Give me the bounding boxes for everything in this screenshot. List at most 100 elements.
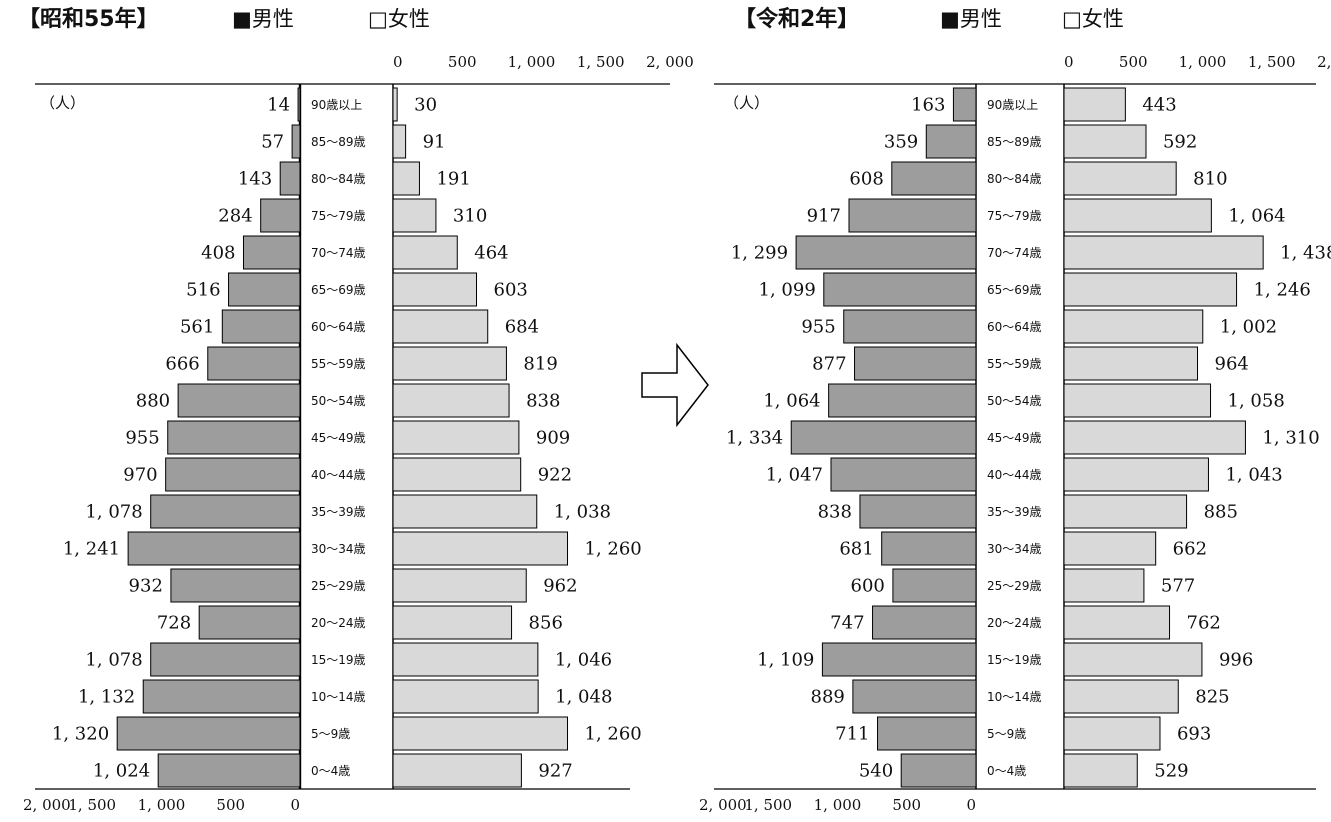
female-value-label: 464 <box>474 243 508 264</box>
female-bar <box>392 568 527 603</box>
female-value-label: 443 <box>1142 95 1176 116</box>
male-value-label: 600 <box>851 576 885 597</box>
female-value-label: 856 <box>529 613 563 634</box>
age-group-label: 55～59歳 <box>987 357 1042 371</box>
male-bar <box>207 346 301 381</box>
male-bar <box>221 309 301 344</box>
male-bar <box>242 235 301 270</box>
age-group-label: 90歳以上 <box>987 98 1038 112</box>
age-group-label: 20～24歳 <box>311 616 366 630</box>
male-bar <box>854 346 977 381</box>
age-group-label: 65～69歳 <box>987 283 1042 297</box>
female-bar <box>1063 420 1246 455</box>
male-bar <box>795 235 977 270</box>
male-bar <box>859 494 977 529</box>
female-bar <box>392 346 507 381</box>
male-bar <box>291 124 301 159</box>
male-axis-tick-label: 1, 500 <box>68 796 116 814</box>
age-group-label: 5～9歳 <box>311 727 350 741</box>
male-value-label: 747 <box>830 613 864 634</box>
female-value-label: 825 <box>1195 687 1229 708</box>
male-value-label: 681 <box>839 539 873 560</box>
female-bar <box>392 531 569 566</box>
male-value-label: 880 <box>136 391 170 412</box>
age-group-label: 40～44歳 <box>311 468 366 482</box>
female-value-label: 762 <box>1187 613 1221 634</box>
female-value-label: 577 <box>1161 576 1195 597</box>
female-value-label: 603 <box>494 280 528 301</box>
male-bar <box>198 605 301 640</box>
female-bar <box>392 494 538 529</box>
age-group-label: 30～34歳 <box>987 542 1042 556</box>
female-axis-tick-label: 2, 000 <box>646 53 694 71</box>
legend-female: □女性 <box>368 7 430 31</box>
age-group-label: 75～79歳 <box>987 209 1042 223</box>
male-bar <box>157 753 301 788</box>
female-value-label: 529 <box>1154 761 1188 782</box>
age-group-label: 55～59歳 <box>311 357 366 371</box>
female-bar <box>392 679 539 714</box>
male-bar <box>881 531 977 566</box>
male-value-label: 711 <box>835 724 869 745</box>
age-group-label: 20～24歳 <box>987 616 1042 630</box>
age-group-label: 70～74歳 <box>987 246 1042 260</box>
male-value-label: 516 <box>186 280 220 301</box>
male-bar <box>900 753 977 788</box>
male-value-label: 917 <box>807 206 841 227</box>
female-value-label: 1, 260 <box>585 539 642 560</box>
age-group-label: 70～74歳 <box>311 246 366 260</box>
male-bar <box>952 87 977 122</box>
male-bar <box>279 161 301 196</box>
legend-female: □女性 <box>1062 7 1124 31</box>
female-value-label: 662 <box>1173 539 1207 560</box>
male-value-label: 838 <box>818 502 852 523</box>
female-axis-tick-label: 2, 000 <box>1317 53 1331 71</box>
male-bar <box>260 198 301 233</box>
male-bar <box>821 642 977 677</box>
age-group-label: 85～89歳 <box>311 135 366 149</box>
age-group-label: 50～54歳 <box>987 394 1042 408</box>
legend-male: ■男性 <box>940 7 1002 31</box>
male-value-label: 1, 064 <box>763 391 820 412</box>
age-group-label: 60～64歳 <box>987 320 1042 334</box>
age-group-label: 85～89歳 <box>987 135 1042 149</box>
age-group-label: 5～9歳 <box>987 727 1026 741</box>
male-bar <box>872 605 977 640</box>
female-bar <box>392 124 407 159</box>
female-axis-tick-label: 500 <box>448 53 477 71</box>
female-value-label: 909 <box>536 428 570 449</box>
age-group-label: 30～34歳 <box>311 542 366 556</box>
female-axis-tick-label: 1, 000 <box>1179 53 1227 71</box>
male-bar <box>877 716 977 751</box>
male-axis-tick-label: 2, 000 <box>23 796 71 814</box>
female-bar <box>1063 272 1238 307</box>
age-group-label: 0～4歳 <box>987 764 1026 778</box>
male-value-label: 1, 299 <box>731 243 788 264</box>
female-value-label: 1, 058 <box>1228 391 1285 412</box>
male-bar <box>823 272 977 307</box>
female-bar <box>1063 309 1204 344</box>
female-axis-tick-label: 0 <box>1064 53 1074 71</box>
male-bar <box>848 198 977 233</box>
age-group-label: 60～64歳 <box>311 320 366 334</box>
male-axis-tick-label: 1, 000 <box>814 796 862 814</box>
male-value-label: 1, 078 <box>85 502 142 523</box>
female-bar <box>1063 494 1188 529</box>
age-group-label: 25～29歳 <box>987 579 1042 593</box>
female-value-label: 30 <box>414 95 437 116</box>
female-value-label: 592 <box>1163 132 1197 153</box>
age-group-label: 15～19歳 <box>311 653 366 667</box>
female-value-label: 962 <box>543 576 577 597</box>
female-value-label: 684 <box>505 317 539 338</box>
male-value-label: 877 <box>812 354 846 375</box>
female-value-label: 927 <box>538 761 572 782</box>
female-bar <box>1063 235 1264 270</box>
male-value-label: 608 <box>849 169 883 190</box>
female-value-label: 693 <box>1177 724 1211 745</box>
female-bar <box>1063 642 1203 677</box>
female-value-label: 1, 438 <box>1280 243 1331 264</box>
female-bar <box>1063 161 1177 196</box>
female-bar <box>1063 124 1147 159</box>
age-group-label: 10～14歳 <box>311 690 366 704</box>
